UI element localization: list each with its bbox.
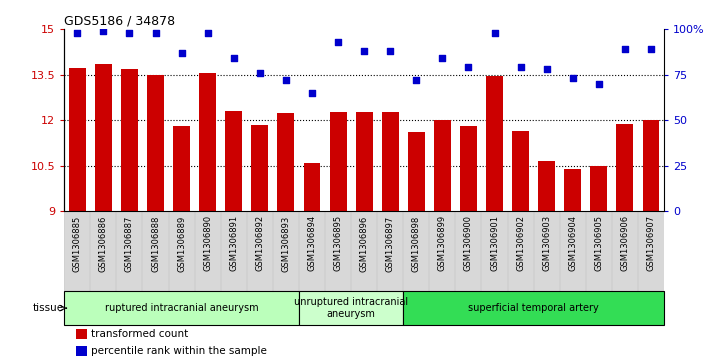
Point bbox=[385, 48, 396, 54]
Text: GSM1306893: GSM1306893 bbox=[281, 215, 291, 272]
Point bbox=[306, 90, 318, 96]
Bar bbox=[121, 69, 138, 211]
Bar bbox=[356, 112, 373, 211]
Bar bbox=[460, 126, 477, 211]
Bar bbox=[199, 73, 216, 211]
Bar bbox=[64, 291, 299, 325]
Bar bbox=[69, 68, 86, 211]
Bar bbox=[434, 119, 451, 211]
Point bbox=[98, 28, 109, 34]
Text: superficial temporal artery: superficial temporal artery bbox=[468, 303, 599, 313]
Bar bbox=[299, 291, 403, 325]
Point bbox=[228, 55, 239, 61]
Text: tissue: tissue bbox=[33, 303, 64, 313]
Bar bbox=[76, 346, 87, 356]
Text: GSM1306905: GSM1306905 bbox=[594, 215, 603, 271]
Point bbox=[515, 64, 526, 70]
Bar bbox=[226, 111, 242, 211]
Point bbox=[541, 66, 553, 72]
Point bbox=[463, 64, 474, 70]
Text: GSM1306892: GSM1306892 bbox=[256, 215, 264, 272]
Text: GSM1306901: GSM1306901 bbox=[490, 215, 499, 271]
Text: GSM1306890: GSM1306890 bbox=[203, 215, 212, 272]
Text: GSM1306903: GSM1306903 bbox=[542, 215, 551, 272]
Point bbox=[489, 30, 501, 36]
Text: GSM1306894: GSM1306894 bbox=[308, 215, 316, 272]
Text: GSM1306904: GSM1306904 bbox=[568, 215, 577, 271]
Text: transformed count: transformed count bbox=[91, 329, 188, 339]
Bar bbox=[403, 291, 664, 325]
Text: percentile rank within the sample: percentile rank within the sample bbox=[91, 346, 267, 356]
Point bbox=[593, 81, 605, 87]
Bar bbox=[278, 113, 294, 211]
Text: unruptured intracranial
aneurysm: unruptured intracranial aneurysm bbox=[294, 297, 408, 319]
Bar bbox=[408, 132, 425, 211]
Text: GSM1306888: GSM1306888 bbox=[151, 215, 160, 272]
Bar bbox=[382, 112, 398, 211]
Point bbox=[176, 50, 187, 56]
Point bbox=[71, 30, 83, 36]
Text: GSM1306885: GSM1306885 bbox=[73, 215, 82, 272]
Text: GSM1306900: GSM1306900 bbox=[464, 215, 473, 271]
Point bbox=[124, 30, 135, 36]
Point bbox=[254, 70, 266, 76]
Text: GSM1306896: GSM1306896 bbox=[360, 215, 368, 272]
Point bbox=[619, 46, 630, 52]
Text: GSM1306907: GSM1306907 bbox=[646, 215, 655, 272]
Text: GSM1306886: GSM1306886 bbox=[99, 215, 108, 272]
Bar bbox=[303, 163, 321, 211]
Point bbox=[332, 39, 343, 45]
Point bbox=[150, 30, 161, 36]
Point bbox=[645, 46, 657, 52]
Bar bbox=[486, 76, 503, 211]
Bar bbox=[251, 125, 268, 211]
Point bbox=[567, 76, 578, 81]
Text: GSM1306898: GSM1306898 bbox=[412, 215, 421, 272]
Bar bbox=[564, 169, 581, 211]
Point bbox=[202, 30, 213, 36]
Text: GSM1306899: GSM1306899 bbox=[438, 215, 447, 272]
Bar bbox=[95, 64, 112, 211]
Bar bbox=[173, 126, 190, 211]
Point bbox=[411, 77, 422, 83]
Bar bbox=[616, 124, 633, 211]
Point bbox=[437, 55, 448, 61]
Bar bbox=[76, 329, 87, 339]
Bar bbox=[643, 119, 660, 211]
Text: ruptured intracranial aneurysm: ruptured intracranial aneurysm bbox=[105, 303, 258, 313]
Text: GSM1306897: GSM1306897 bbox=[386, 215, 395, 272]
Text: GSM1306891: GSM1306891 bbox=[229, 215, 238, 272]
Bar bbox=[538, 161, 555, 211]
Point bbox=[280, 77, 291, 83]
Text: GSM1306902: GSM1306902 bbox=[516, 215, 525, 271]
Text: GSM1306887: GSM1306887 bbox=[125, 215, 134, 272]
Text: GSM1306895: GSM1306895 bbox=[333, 215, 343, 272]
Bar bbox=[590, 166, 608, 211]
Text: GSM1306906: GSM1306906 bbox=[620, 215, 630, 272]
Point bbox=[358, 48, 370, 54]
Bar bbox=[147, 75, 164, 211]
Bar bbox=[330, 112, 346, 211]
Bar bbox=[512, 131, 529, 211]
Text: GDS5186 / 34878: GDS5186 / 34878 bbox=[64, 15, 176, 28]
Text: GSM1306889: GSM1306889 bbox=[177, 215, 186, 272]
